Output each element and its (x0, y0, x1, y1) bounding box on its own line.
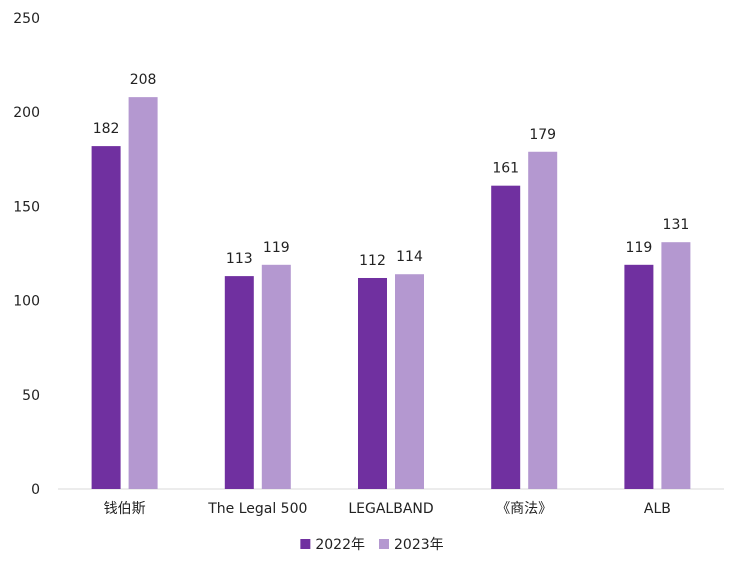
category-label: The Legal 500 (207, 501, 307, 517)
data-label: 113 (226, 251, 253, 267)
category-label: 《商法》 (496, 501, 552, 517)
legend: 2022年 2023年 (300, 537, 444, 553)
category-label: 钱伯斯 (104, 501, 146, 517)
category-label: ALB (644, 501, 671, 517)
data-label: 131 (663, 217, 690, 233)
bar-group (91, 97, 691, 490)
legend-swatch-2022 (300, 539, 311, 549)
bar-2023 (128, 97, 158, 490)
bar-2023 (261, 264, 291, 489)
legend-swatch-2023 (379, 539, 389, 549)
y-tick-label: 150 (13, 199, 40, 215)
legend-label: 2023年 (394, 537, 444, 553)
bar-2022 (91, 146, 121, 489)
bar-2022 (224, 276, 254, 489)
category-label: LEGALBAND (348, 501, 433, 517)
data-label: 119 (263, 240, 290, 256)
data-label: 182 (93, 121, 120, 137)
y-tick-label: 200 (13, 105, 40, 121)
y-tick-label: 50 (22, 388, 40, 404)
y-axis-ticks: 0 50 100 150 200 250 (13, 11, 40, 498)
data-label: 114 (396, 249, 423, 265)
y-tick-label: 0 (31, 482, 40, 498)
data-label: 179 (529, 127, 556, 143)
bar-2022 (491, 185, 521, 489)
data-label: 161 (492, 161, 519, 177)
data-labels: 182 208 113 119 112 114 161 179 119 131 (93, 72, 690, 269)
bar-2023 (395, 274, 424, 489)
bar-2023 (661, 242, 691, 489)
bar-2022 (358, 277, 387, 489)
y-tick-label: 250 (13, 11, 40, 27)
y-tick-label: 100 (13, 294, 40, 310)
category-labels: 钱伯斯 The Legal 500 LEGALBAND 《商法》 ALB (104, 501, 671, 517)
data-label: 119 (626, 240, 653, 256)
bar-2022 (624, 264, 654, 489)
legend-label: 2022年 (315, 537, 365, 553)
data-label: 208 (130, 72, 157, 88)
bar-2023 (528, 151, 558, 489)
data-label: 112 (359, 253, 386, 269)
